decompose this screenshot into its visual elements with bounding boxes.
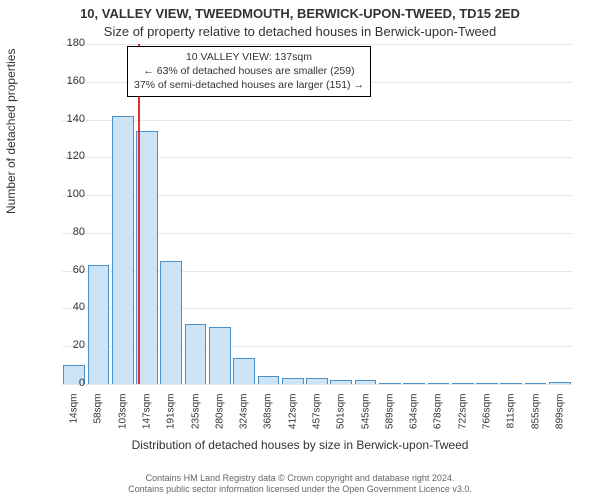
bar [306,378,328,384]
x-tick-label: 235sqm [190,394,201,434]
annotation-box: 10 VALLEY VIEW: 137sqm← 63% of detached … [127,46,371,97]
bar [88,265,110,384]
y-tick-label: 120 [55,150,85,162]
x-tick-label: 368sqm [263,394,274,434]
bar [403,383,425,384]
annotation-line: 37% of semi-detached houses are larger (… [134,78,364,92]
x-tick-label: 103sqm [117,394,128,434]
bar [525,383,547,384]
annotation-line: ← 63% of detached houses are smaller (25… [134,64,364,78]
y-axis-label: Number of detached properties [4,49,18,214]
x-tick-label: 191sqm [166,394,177,434]
bar [160,261,182,384]
y-tick-label: 20 [55,339,85,351]
bar [330,380,352,384]
footer-line-1: Contains HM Land Registry data © Crown c… [0,473,600,485]
x-tick-label: 457sqm [312,394,323,434]
bar [476,383,498,384]
y-tick-label: 100 [55,188,85,200]
chart-title-address: 10, VALLEY VIEW, TWEEDMOUTH, BERWICK-UPO… [0,6,600,21]
x-tick-label: 766sqm [482,394,493,434]
bar [233,358,255,384]
x-tick-label: 722sqm [457,394,468,434]
x-tick-label: 501sqm [336,394,347,434]
x-tick-label: 14sqm [69,394,80,434]
bar [209,327,231,384]
y-tick-label: 40 [55,301,85,313]
bar [282,378,304,384]
bar [500,383,522,384]
x-tick-label: 545sqm [360,394,371,434]
y-tick-label: 160 [55,75,85,87]
bar [185,324,207,384]
chart-title-subtitle: Size of property relative to detached ho… [0,24,600,39]
x-tick-label: 678sqm [433,394,444,434]
x-tick-label: 412sqm [287,394,298,434]
footer-line-2: Contains public sector information licen… [0,484,600,496]
x-tick-label: 589sqm [384,394,395,434]
y-tick-label: 0 [55,377,85,389]
gridline [62,384,572,385]
x-tick-label: 634sqm [409,394,420,434]
x-tick-label: 899sqm [554,394,565,434]
bar [355,380,377,384]
y-tick-label: 180 [55,37,85,49]
x-axis-label: Distribution of detached houses by size … [0,438,600,452]
bar [549,382,571,384]
bar [452,383,474,384]
x-tick-label: 811sqm [506,394,517,434]
y-tick-label: 60 [55,264,85,276]
chart-plot-area: 10 VALLEY VIEW: 137sqm← 63% of detached … [62,44,572,384]
attribution-footer: Contains HM Land Registry data © Crown c… [0,473,600,496]
bar [112,116,134,384]
bar [428,383,450,384]
bar [379,383,401,384]
x-tick-label: 147sqm [142,394,153,434]
annotation-line: 10 VALLEY VIEW: 137sqm [134,50,364,64]
y-tick-label: 80 [55,226,85,238]
x-tick-label: 280sqm [214,394,225,434]
x-tick-label: 324sqm [239,394,250,434]
x-tick-label: 855sqm [530,394,541,434]
bar [258,376,280,384]
y-tick-label: 140 [55,113,85,125]
x-tick-label: 58sqm [93,394,104,434]
